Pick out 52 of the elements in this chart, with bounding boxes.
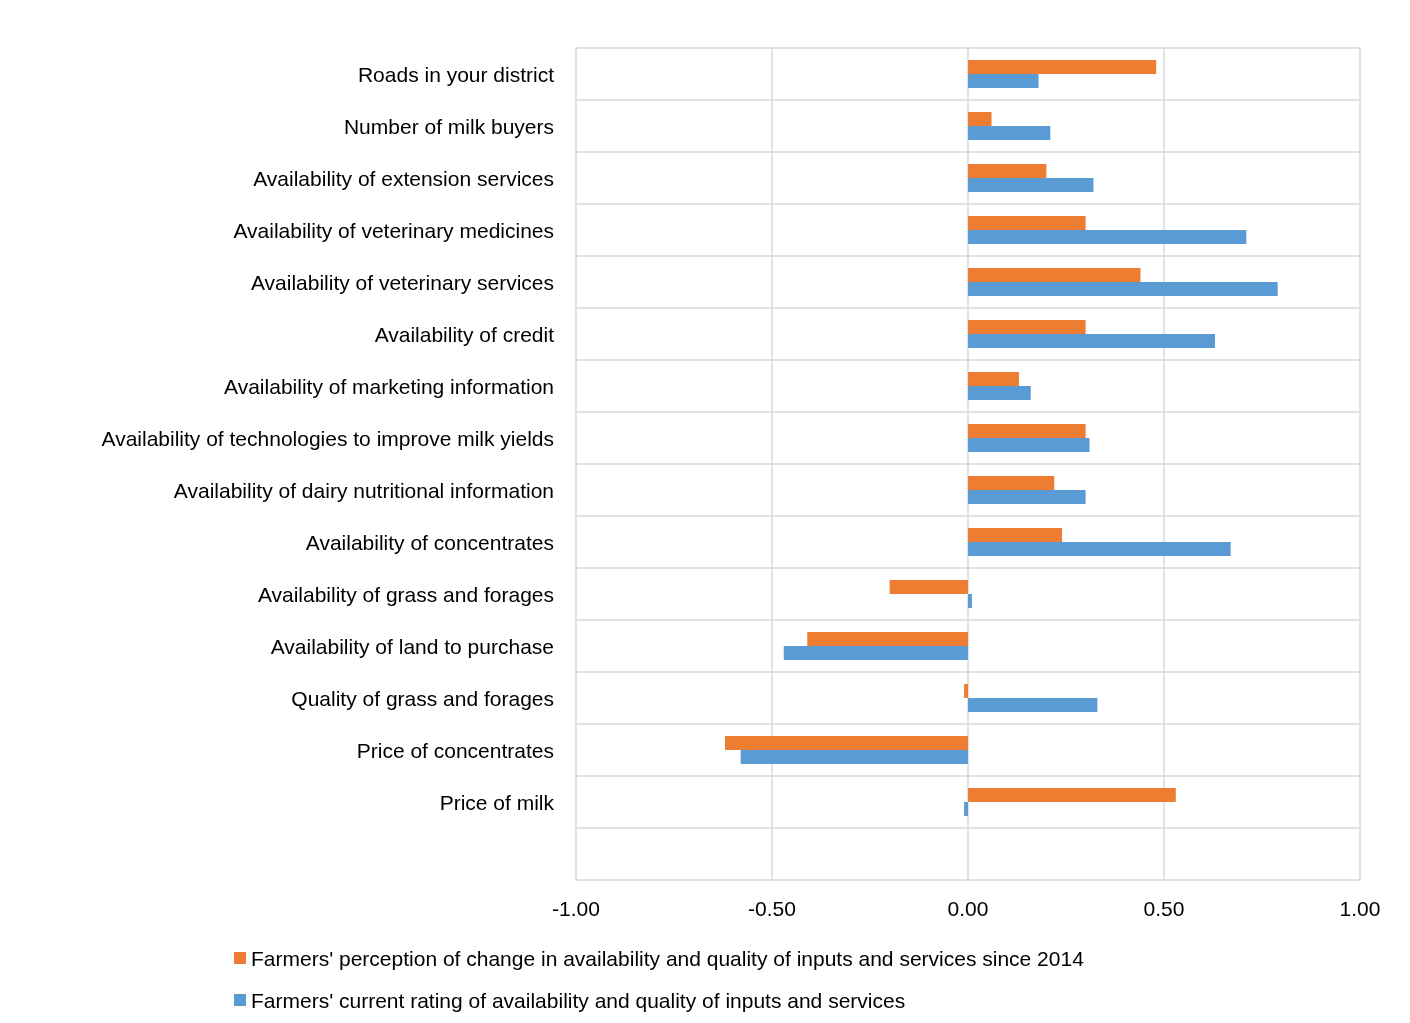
- bar: [968, 788, 1176, 802]
- y-tick-label: Availability of veterinary medicines: [233, 218, 554, 242]
- bar: [968, 542, 1231, 556]
- bar: [968, 594, 972, 608]
- bar: [968, 490, 1086, 504]
- y-tick-label: Availability of credit: [374, 322, 555, 346]
- bar: [968, 424, 1086, 438]
- bar: [968, 126, 1051, 140]
- bar: [968, 112, 992, 126]
- x-tick-label: -0.50: [748, 896, 796, 920]
- bar: [968, 282, 1278, 296]
- y-tick-label: Availability of veterinary services: [250, 270, 554, 294]
- y-tick-label: Quality of grass and forages: [291, 686, 554, 710]
- x-tick-label: 0.50: [1143, 896, 1185, 920]
- x-tick-label: 0.00: [947, 896, 989, 920]
- bar: [968, 268, 1141, 282]
- bar: [889, 580, 968, 594]
- y-tick-label: Availability of extension services: [253, 166, 554, 190]
- bar: [968, 386, 1031, 400]
- y-tick-label: Roads in your district: [357, 62, 555, 86]
- y-tick-label: Availability of dairy nutritional information: [173, 478, 554, 502]
- y-tick-label: Availability of marketing information: [224, 374, 554, 398]
- bar: [740, 750, 968, 764]
- bar: [964, 684, 968, 698]
- bar: [968, 164, 1047, 178]
- legend-label: Farmers' perception of change in availability and quality of inputs and services since 2014: [251, 946, 1085, 970]
- bar: [968, 74, 1039, 88]
- y-tick-label: Availability of technologies to improve milk yields: [101, 426, 554, 450]
- bar: [807, 632, 968, 646]
- x-tick-label: 1.00: [1339, 896, 1381, 920]
- bar: [968, 60, 1157, 74]
- y-tick-label: Number of milk buyers: [343, 114, 554, 138]
- bar: [968, 528, 1063, 542]
- bar: [783, 646, 968, 660]
- bar: [968, 320, 1086, 334]
- bar: [968, 372, 1019, 386]
- y-tick-label: Availability of concentrates: [305, 530, 554, 554]
- bar: [968, 698, 1098, 712]
- bar: [964, 802, 968, 816]
- y-tick-label: Price of concentrates: [356, 738, 554, 762]
- bar: [968, 438, 1090, 452]
- bar: [724, 736, 968, 750]
- y-tick-label: Availability of land to purchase: [270, 634, 554, 658]
- y-tick-label: Price of milk: [439, 790, 555, 814]
- bar: [968, 178, 1094, 192]
- x-tick-label: -1.00: [552, 896, 600, 920]
- bar: [968, 334, 1215, 348]
- bar: [968, 476, 1055, 490]
- legend-label: Farmers' current rating of availability and quality of inputs and services: [251, 988, 906, 1012]
- bar: [968, 216, 1086, 230]
- y-tick-label: Availability of grass and forages: [257, 582, 554, 606]
- bar: [968, 230, 1247, 244]
